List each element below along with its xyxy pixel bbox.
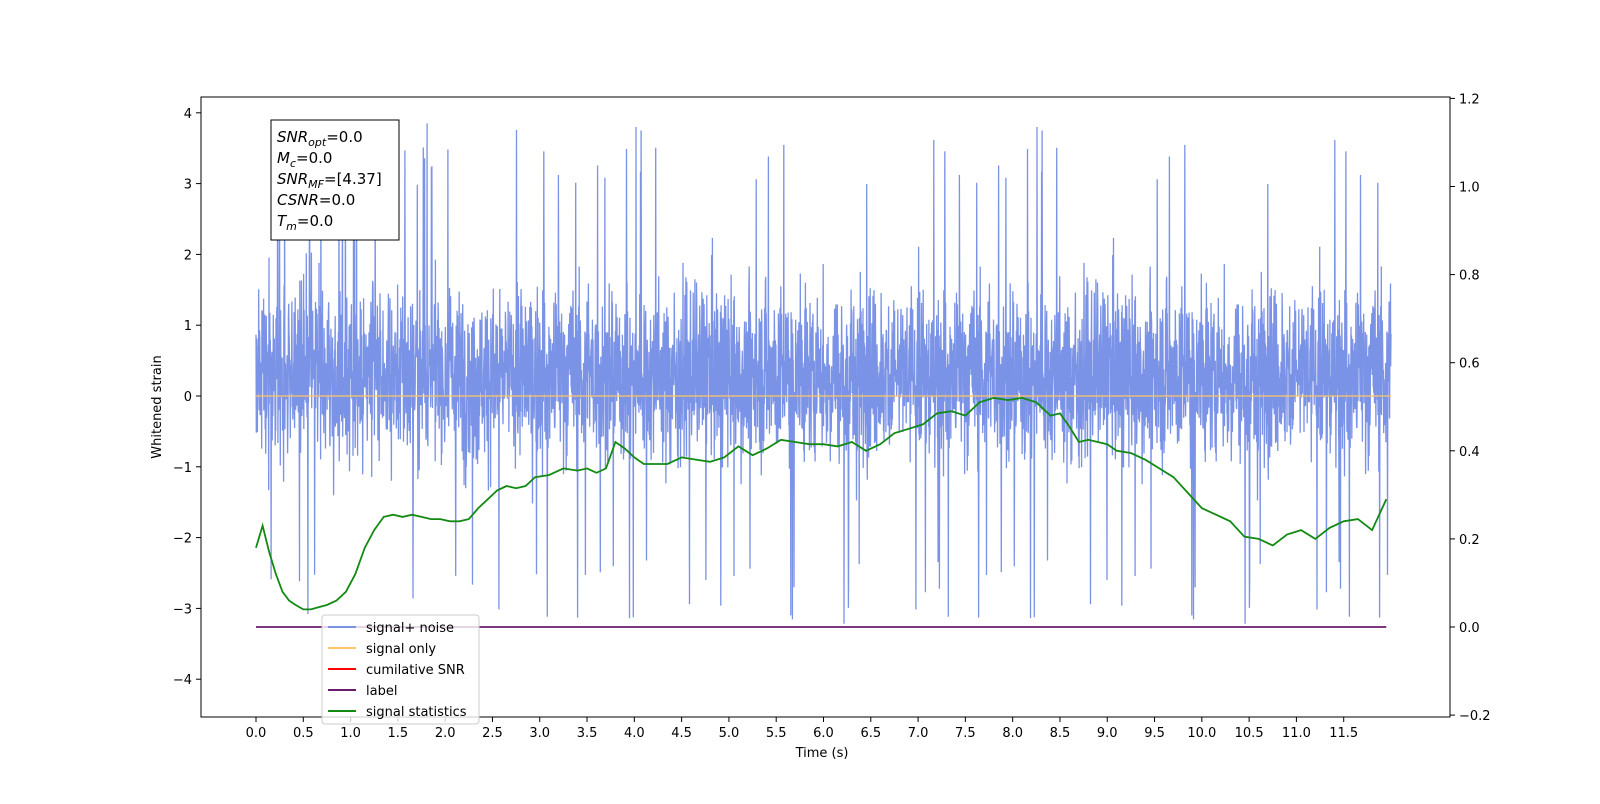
x-axis-label: Time (s) bbox=[795, 746, 849, 761]
x-tick-label: 7.0 bbox=[908, 726, 929, 741]
x-tick-label: 5.5 bbox=[766, 726, 787, 741]
y2-tick-label: 0.0 bbox=[1459, 621, 1480, 636]
x-tick-label: 11.5 bbox=[1329, 726, 1358, 741]
info-box-line: CSNR=0.0 bbox=[277, 191, 355, 209]
y2-tick-label: −0.2 bbox=[1459, 709, 1491, 724]
y2-tick-label: 0.8 bbox=[1459, 269, 1480, 284]
info-box-line: Tm=0.0 bbox=[277, 212, 333, 233]
legend-entry: signal+ noise bbox=[366, 621, 454, 636]
x-tick-label: 4.0 bbox=[624, 726, 645, 741]
y2-tick-label: 1.2 bbox=[1459, 92, 1480, 107]
x-tick-label: 8.0 bbox=[1002, 726, 1023, 741]
y-tick-label: 2 bbox=[184, 248, 192, 263]
y-tick-label: −1 bbox=[173, 461, 192, 476]
y-tick-label: −2 bbox=[173, 532, 192, 547]
y-tick-label: 3 bbox=[184, 178, 192, 193]
legend-entry: signal only bbox=[366, 642, 436, 657]
x-tick-label: 3.0 bbox=[529, 726, 550, 741]
x-tick-label: 1.5 bbox=[388, 726, 409, 741]
y2-tick-label: 1.0 bbox=[1459, 181, 1480, 196]
x-tick-label: 3.5 bbox=[577, 726, 598, 741]
x-tick-label: 6.5 bbox=[860, 726, 881, 741]
y2-tick-label: 0.6 bbox=[1459, 357, 1480, 372]
x-tick-label: 10.5 bbox=[1235, 726, 1264, 741]
x-tick-label: 7.5 bbox=[955, 726, 976, 741]
legend-entry: label bbox=[366, 684, 397, 699]
x-tick-label: 10.0 bbox=[1187, 726, 1216, 741]
series-line-signal-noise bbox=[255, 123, 1392, 624]
x-tick-label: 1.0 bbox=[340, 726, 361, 741]
legend-entry: cumilative SNR bbox=[366, 663, 465, 678]
plot-frame bbox=[200, 96, 1451, 718]
y-axis-ticks: 4 3 2 1 0 −1 −2 −3 −4 bbox=[173, 107, 201, 688]
y-tick-label: −3 bbox=[173, 602, 192, 617]
legend: signal+ noise signal only cumilative SNR la… bbox=[321, 614, 480, 725]
y-tick-label: 4 bbox=[184, 107, 192, 122]
info-box-frame bbox=[270, 119, 400, 241]
noise-series-group bbox=[255, 123, 1392, 624]
y2-tick-label: 0.4 bbox=[1459, 445, 1480, 460]
y2-tick-label: 0.2 bbox=[1459, 533, 1480, 548]
x-tick-label: 2.0 bbox=[435, 726, 456, 741]
x-tick-label: 8.5 bbox=[1050, 726, 1071, 741]
x-tick-label: 9.0 bbox=[1097, 726, 1118, 741]
y-tick-label: 1 bbox=[184, 319, 192, 334]
x-axis-ticks: 0.0 0.5 1.0 1.5 2.0 2.5 3.0 3.5 4.0 4.5 5.0 5.5 6.0 6… bbox=[246, 717, 1358, 741]
legend-frame bbox=[321, 614, 480, 725]
x-tick-label: 0.5 bbox=[293, 726, 314, 741]
series-line-signal-statistics bbox=[255, 396, 1388, 611]
x-tick-label: 2.5 bbox=[482, 726, 503, 741]
y2-axis-ticks: 1.2 1.0 0.8 0.6 0.4 0.2 0.0 −0.2 bbox=[1450, 92, 1491, 724]
y-tick-label: −4 bbox=[173, 673, 192, 688]
x-tick-label: 0.0 bbox=[246, 726, 267, 741]
x-tick-label: 4.5 bbox=[671, 726, 692, 741]
info-box-line: Mc=0.0 bbox=[277, 149, 332, 170]
x-tick-label: 9.5 bbox=[1144, 726, 1165, 741]
legend-entry: signal statistics bbox=[366, 705, 467, 720]
y-axis-label: Whitened strain bbox=[150, 355, 165, 458]
info-box-line: SNRMF=[4.37] bbox=[277, 170, 382, 191]
x-tick-label: 5.0 bbox=[719, 726, 740, 741]
y-tick-label: 0 bbox=[184, 390, 192, 405]
info-box-line: SNRopt=0.0 bbox=[277, 128, 363, 149]
x-tick-label: 6.0 bbox=[813, 726, 834, 741]
x-tick-label: 11.0 bbox=[1282, 726, 1311, 741]
